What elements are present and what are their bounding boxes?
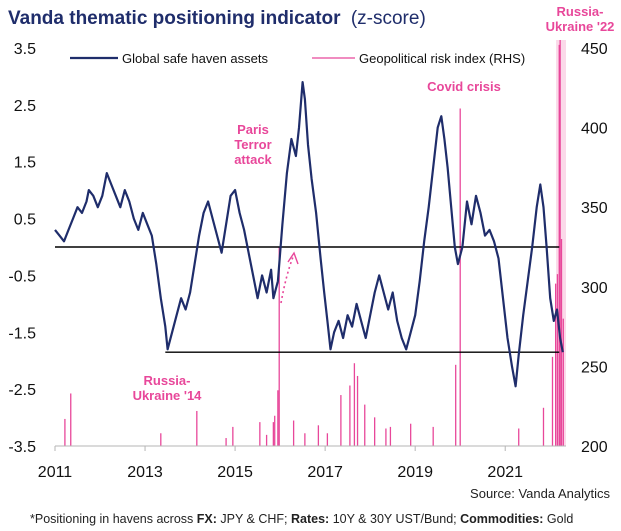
footnote-rates-label: Rates: — [291, 512, 329, 526]
x-tick-label: 2021 — [487, 464, 523, 481]
axes-layer: 3.5 2.5 1.5 0.5 -0.5 -1.5 -2.5 -3.5 450 400 350 300… — [8, 41, 607, 481]
annotation-label: Russia-Ukraine '14 — [133, 373, 203, 403]
y-right-tick-label: 200 — [581, 439, 608, 456]
y-left-tick-label: 2.5 — [14, 98, 36, 115]
y-left-tick-label: -2.5 — [8, 382, 36, 399]
arrow-shaft — [280, 256, 294, 304]
y-right-tick-label: 300 — [581, 280, 608, 297]
annotation-line: Covid crisis — [427, 79, 501, 94]
annotation-label: Covid crisis — [427, 79, 501, 94]
annotation-line: Ukraine '22 — [546, 19, 615, 34]
footnote-prefix: *Positioning in havens across — [30, 512, 197, 526]
y-left-tick-label: 1.5 — [14, 155, 36, 172]
y-left-tick-label: -0.5 — [8, 268, 36, 285]
annotation-line: Ukraine '14 — [133, 388, 203, 403]
y-right-tick-label: 450 — [581, 41, 608, 58]
footnote-rates-text: 10Y & 30Y UST/Bund; — [329, 512, 460, 526]
chart-title-main: Vanda thematic positioning indicator — [8, 8, 341, 29]
arrow-head — [287, 251, 299, 265]
y-left-tick-label: 3.5 — [14, 41, 36, 58]
geopolitical-series-layer — [64, 40, 564, 446]
reference-lines-layer — [55, 246, 560, 353]
y-left-tick-label: 0.5 — [14, 212, 36, 229]
y-right-tick-label: 350 — [581, 200, 608, 217]
y-left-tick-label: -3.5 — [8, 439, 36, 456]
annotation-line: Paris — [237, 122, 269, 137]
x-tick-label: 2019 — [397, 464, 433, 481]
footnote: *Positioning in havens across FX: JPY & … — [30, 512, 573, 526]
footnote-fx-text: JPY & CHF; — [217, 512, 291, 526]
y-left-tick-label: -1.5 — [8, 325, 36, 342]
safe-haven-line — [54, 81, 564, 388]
annotation-line: Russia- — [557, 4, 604, 19]
legend: Global safe haven assets Geopolitical ris… — [70, 51, 525, 66]
x-tick-label: 2013 — [127, 464, 163, 481]
footnote-fx-label: FX: — [197, 512, 217, 526]
footnote-commodities-text: Gold — [543, 512, 573, 526]
annotation-line: Terror — [234, 137, 271, 152]
x-tick-label: 2017 — [307, 464, 343, 481]
source-label: Source: Vanda Analytics — [470, 486, 610, 501]
footnote-commodities-label: Commodities: — [460, 512, 543, 526]
chart-title-suffix: (z-score) — [351, 8, 426, 29]
arrow-layer — [280, 251, 299, 304]
y-right-tick-label: 400 — [581, 121, 608, 138]
x-tick-label: 2015 — [217, 464, 253, 481]
annotation-line: attack — [234, 152, 272, 167]
chart-title: Vanda thematic positioning indicator (z-… — [8, 8, 426, 29]
y-right-tick-label: 250 — [581, 359, 608, 376]
annotation-label: Russia-Ukraine '22 — [546, 4, 615, 34]
x-tick-label: 2011 — [38, 464, 73, 481]
annotation-line: Russia- — [144, 373, 191, 388]
legend-label-geo-risk: Geopolitical risk index (RHS) — [359, 51, 525, 66]
annotation-label: Paris Terror attack — [234, 122, 272, 167]
legend-label-safe-haven: Global safe haven assets — [122, 51, 268, 66]
safe-haven-series-layer — [54, 81, 564, 388]
